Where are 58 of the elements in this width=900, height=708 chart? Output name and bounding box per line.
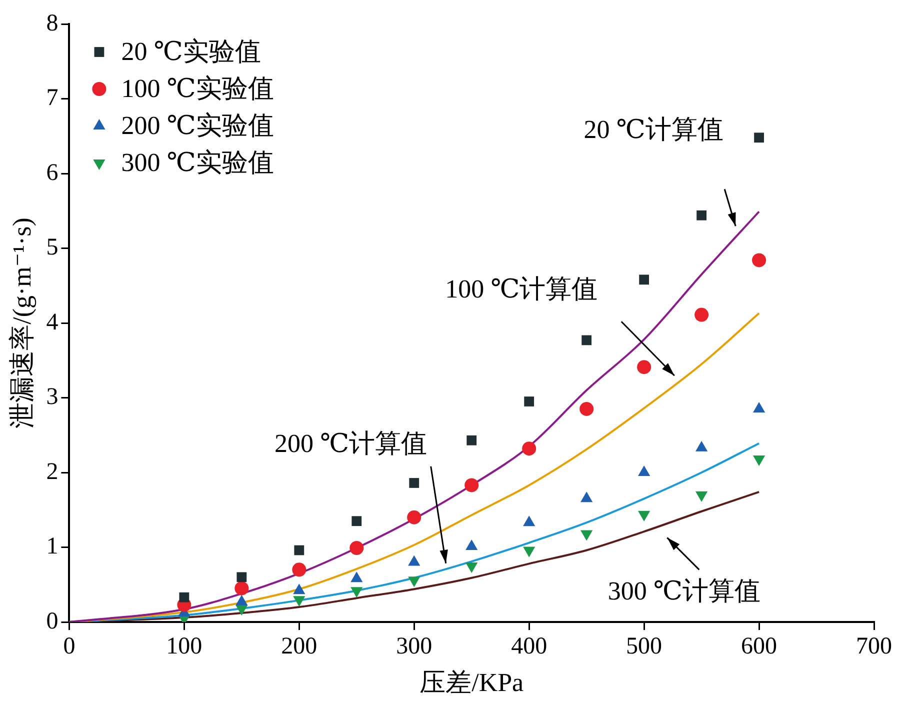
point [234,581,249,596]
point [408,555,420,566]
point [580,492,593,502]
point [294,545,304,556]
legend-label: 300 ℃实验值 [121,148,274,177]
y-tick-label: 2 [46,458,58,485]
annotation: 300 ℃计算值 [608,576,760,606]
line-series [69,210,760,622]
point [292,562,306,577]
point [695,440,708,452]
point [638,466,650,476]
point [580,402,594,416]
annotation: 100 ℃计算值 [445,274,598,304]
point [407,510,422,524]
x-axis-title: 压差/KPa [420,668,524,698]
point [352,516,362,526]
x-tick-label: 700 [856,634,892,660]
y-tick-label: 7 [46,85,58,112]
point [524,396,534,406]
y-tick-label: 0 [46,608,58,634]
point [236,572,247,582]
annotation: 20 ℃计算值 [584,114,724,144]
y-axis-title: 泄漏速率/(g·m⁻¹·s) [7,218,36,428]
x-tick-label: 300 [396,634,432,660]
point [466,540,478,550]
x-tick-label: 500 [626,634,662,660]
x-tick-label: 600 [741,634,778,660]
point [293,584,306,594]
y-tick-label: 1 [46,534,58,560]
y-tick-label: 5 [46,234,58,261]
y-tick-label: 3 [46,384,58,410]
point [466,435,477,446]
point [696,210,706,220]
x-tick-label: 0 [63,634,76,660]
y-tick-label: 8 [46,10,58,36]
point [694,308,709,322]
point [350,540,364,555]
point [464,478,479,492]
x-tick-label: 400 [511,634,548,660]
legend-label: 100 ℃实验值 [121,74,274,103]
x-tick-label: 200 [281,634,318,660]
point [582,335,592,346]
legend-label: 20 ℃实验值 [121,36,261,66]
point [350,572,363,582]
legend-label: 200 ℃实验值 [121,110,274,140]
y-tick-label: 6 [46,160,58,186]
point [639,274,650,285]
point [523,516,536,526]
point [179,592,190,602]
point [236,594,248,606]
point [754,132,764,143]
y-tick-label: 4 [46,309,58,336]
point [522,442,536,456]
point [637,360,652,374]
point [752,253,766,268]
x-tick-label: 100 [166,634,202,660]
point [409,478,420,488]
annotation: 200 ℃计算值 [274,429,428,458]
